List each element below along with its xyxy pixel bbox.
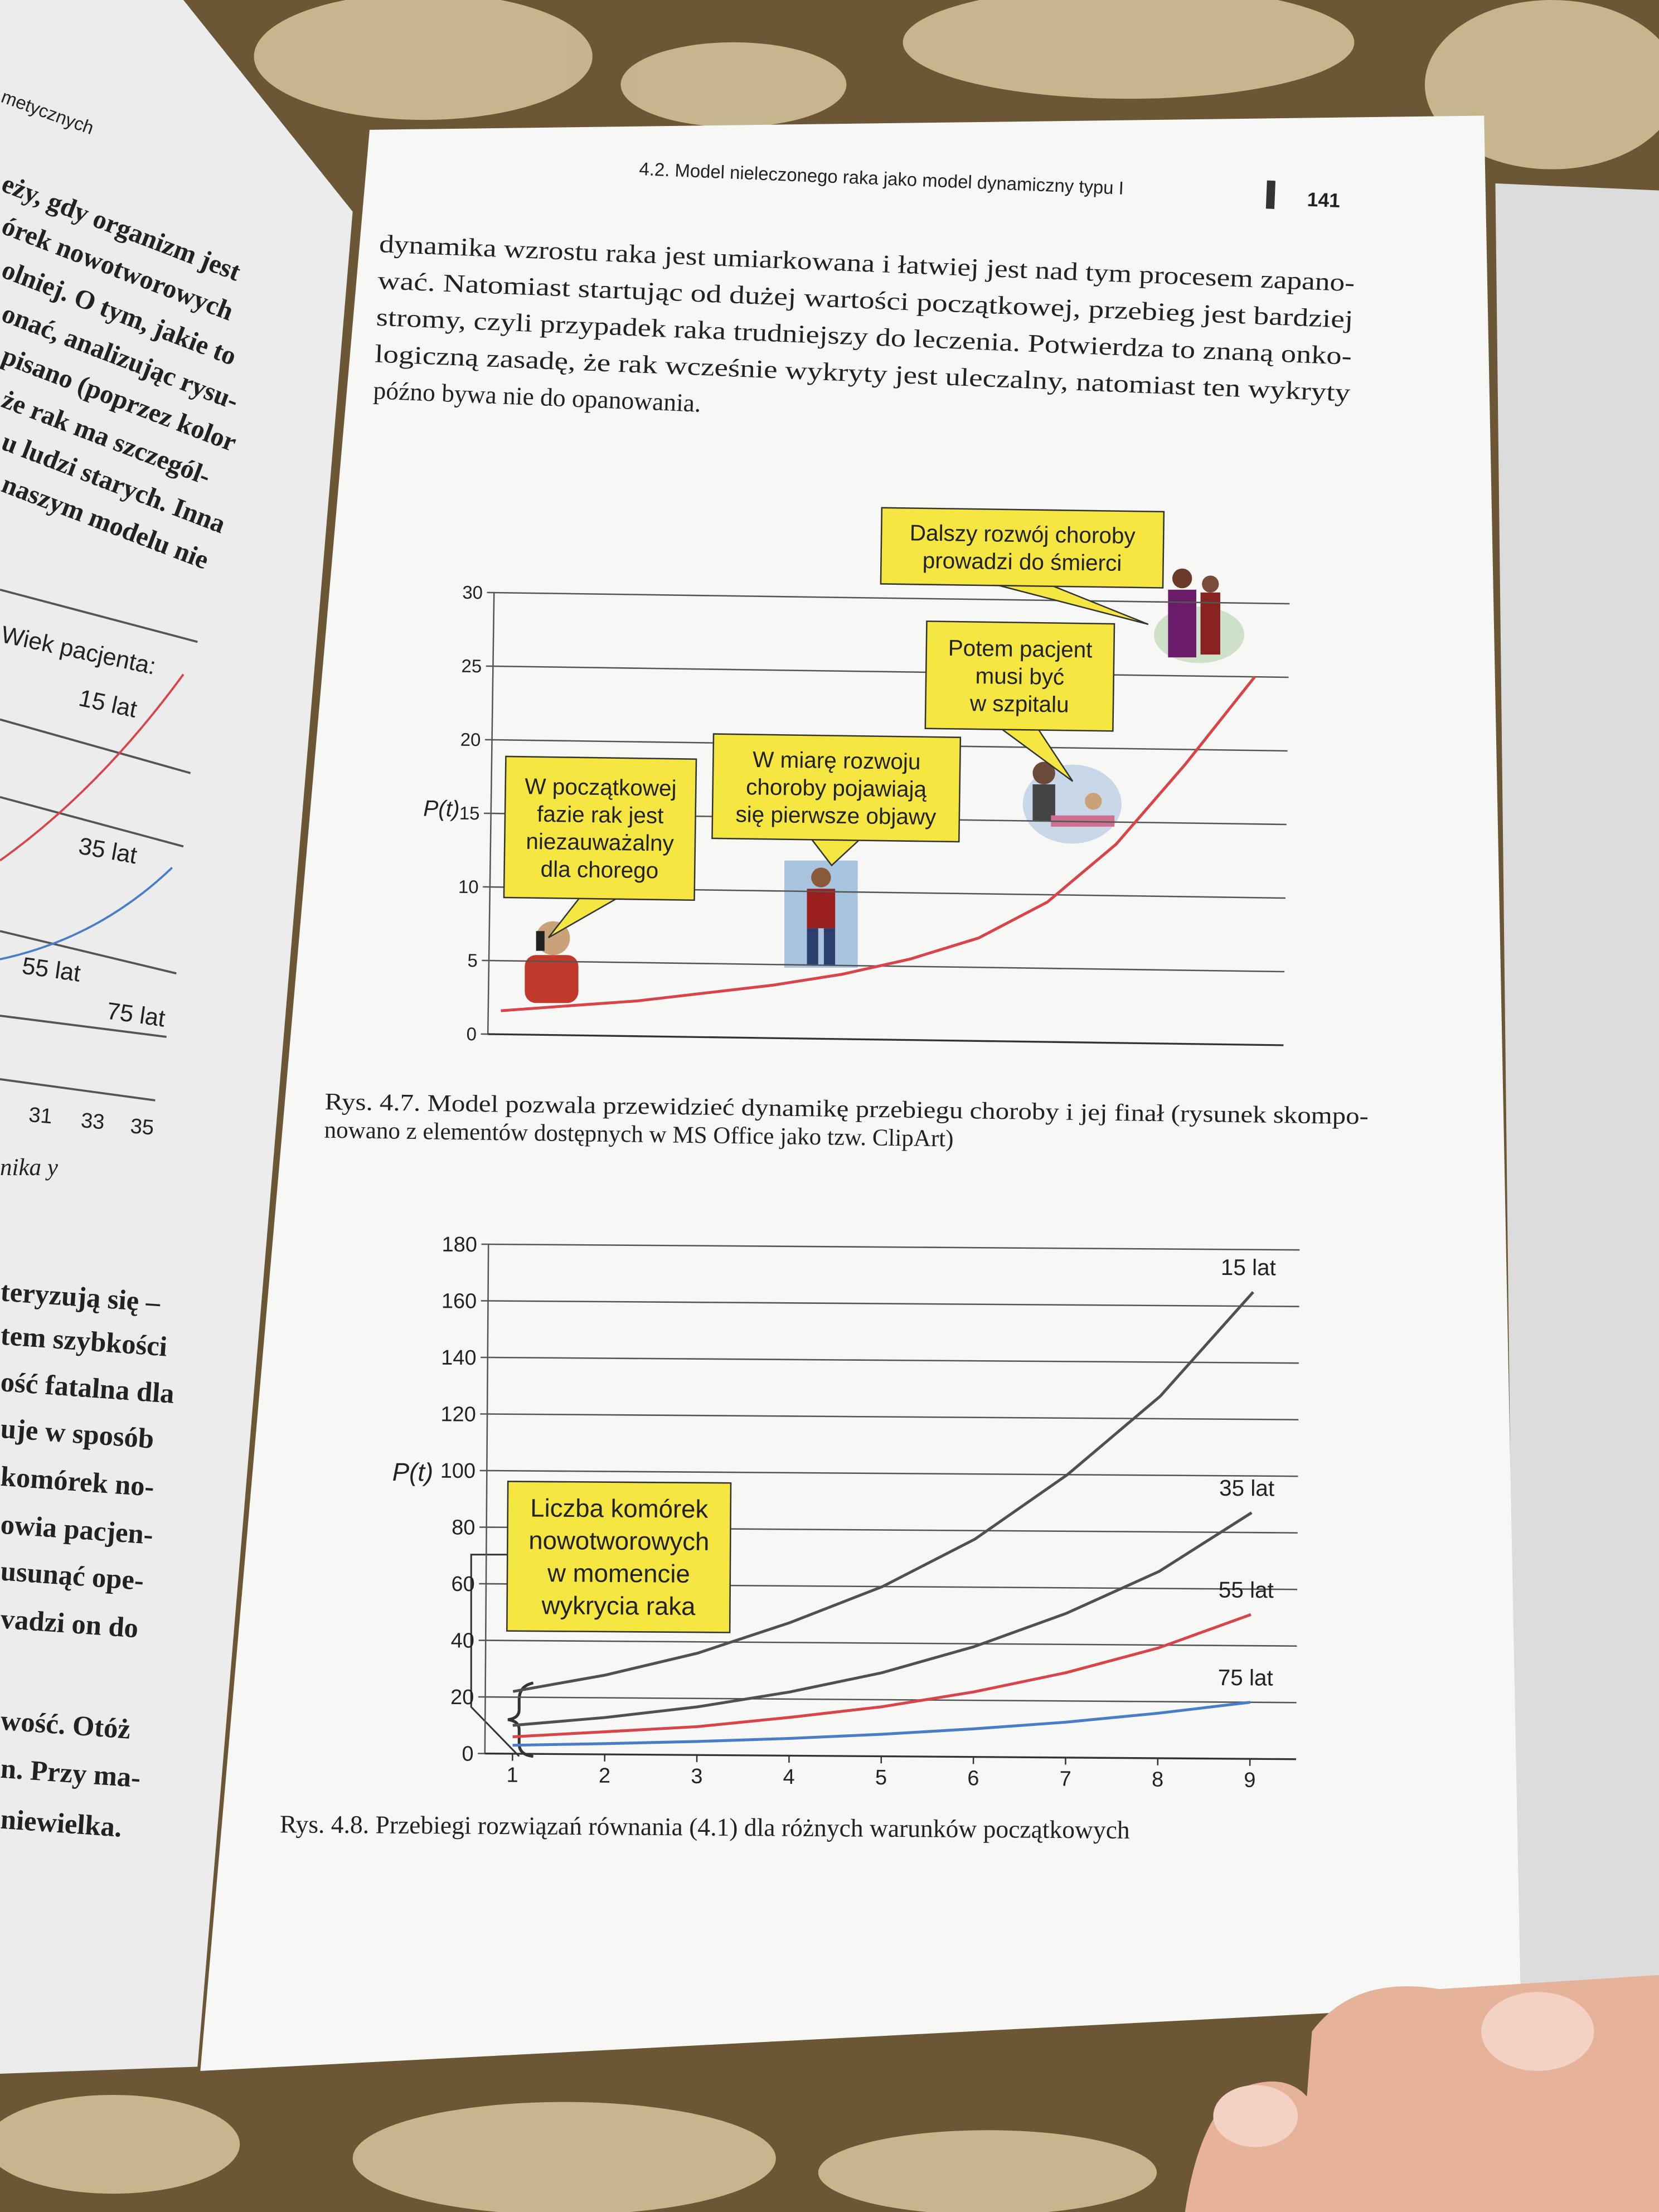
data-line <box>501 676 1256 1012</box>
x-axis <box>488 1033 1284 1046</box>
y-tick-label: 25 <box>461 656 482 677</box>
y-axis-label: P(t) <box>423 795 460 822</box>
y-tick-label: 100 <box>440 1459 476 1483</box>
left-axis-label: nika y <box>0 1154 59 1181</box>
callout-box <box>503 755 697 901</box>
callout-text: w szpitalu <box>969 690 1069 717</box>
x-tick-label: 8 <box>1152 1768 1163 1792</box>
series-label: 15 lat <box>1221 1254 1276 1280</box>
callout-text: prowadzi do śmierci <box>922 547 1122 576</box>
grid-line <box>488 1243 1300 1251</box>
grid-line <box>494 591 1290 605</box>
x-tick-label: 1 <box>506 1763 518 1787</box>
y-tick-label: 120 <box>440 1403 476 1426</box>
x-tick-label: 9 <box>1244 1769 1255 1792</box>
x-tick-label: 2 <box>599 1764 610 1788</box>
x-tick-label: 3 <box>691 1765 702 1788</box>
left-axis-tick: 35 <box>129 1114 155 1140</box>
y-axis <box>487 593 495 1035</box>
grid-line <box>487 1356 1299 1364</box>
callout-text: fazie rak jest <box>537 801 664 828</box>
grid-line <box>487 1469 1298 1477</box>
y-tick-label: 30 <box>462 582 483 603</box>
fingers <box>1185 1975 1659 2212</box>
y-tick-label: 80 <box>452 1516 475 1539</box>
annotation-brace <box>507 1681 534 1758</box>
callout-text: Dalszy rozwój choroby <box>910 520 1136 549</box>
y-tick-label: 20 <box>450 1686 474 1709</box>
x-tick-label: 7 <box>1060 1767 1071 1791</box>
x-tick-label: 5 <box>875 1766 887 1789</box>
callout-text: się pierwsze objawy <box>735 801 937 830</box>
grid-line <box>489 959 1285 973</box>
y-tick-label: 180 <box>442 1233 477 1257</box>
callout-text: choroby pojawiają <box>746 774 927 802</box>
figure-caption: Rys. 4.8. Przebiegi rozwiązań równania (… <box>280 1810 1130 1844</box>
clipart-man <box>784 860 858 968</box>
x-tick-label: 6 <box>967 1767 979 1790</box>
callout-box <box>880 507 1165 589</box>
grid-line <box>493 665 1289 678</box>
page-number: 141 <box>1307 188 1341 212</box>
data-line <box>512 1613 1251 1739</box>
callout-box <box>924 620 1115 732</box>
y-tick-label: 160 <box>442 1289 477 1313</box>
data-line <box>512 1291 1254 1693</box>
y-tick-label: 0 <box>462 1743 473 1766</box>
grid-line <box>487 1413 1299 1420</box>
callout-box <box>711 733 962 843</box>
y-tick-label: 140 <box>441 1346 477 1370</box>
page-edge <box>1495 183 1659 2004</box>
grid-line <box>486 1639 1297 1647</box>
left-axis-tick: 31 <box>28 1103 54 1129</box>
left-axis-tick: 33 <box>80 1109 105 1134</box>
y-tick-label: 60 <box>451 1573 474 1596</box>
callout-text: Liczba komórek <box>530 1493 709 1523</box>
callout-text: wykrycia raka <box>541 1591 696 1621</box>
callout-box <box>506 1481 732 1633</box>
callout-text: W miarę rozwoju <box>753 746 921 774</box>
y-tick-label: 15 <box>459 803 480 824</box>
grid-line <box>485 1696 1297 1704</box>
series-label: 35 lat <box>1219 1475 1274 1501</box>
series-label: 75 lat <box>1218 1665 1273 1691</box>
annotation-connector <box>470 1554 520 1757</box>
y-tick-label: 20 <box>460 729 481 750</box>
chart: 0 20 40 60 80 100 120 140 160 180 1 2 3 4 5 6 7 8 9 P(t) 15 … <box>280 1233 1300 1844</box>
left-page <box>0 0 353 2074</box>
y-tick-label: 0 <box>466 1023 477 1044</box>
y-tick-label: 5 <box>467 950 478 971</box>
x-axis <box>484 1752 1296 1760</box>
callout-text: W początkowej <box>525 773 677 801</box>
y-tick-label: 10 <box>458 876 479 898</box>
y-axis-label: P(t) <box>392 1458 434 1487</box>
left-figure-fragment <box>0 588 198 1102</box>
y-tick-label: 40 <box>451 1629 474 1652</box>
callout-text: musi być <box>975 663 1064 690</box>
series-label: 55 lat <box>1219 1577 1274 1603</box>
grid-line <box>488 1300 1299 1307</box>
callout-text: Potem pacjent <box>948 635 1092 663</box>
x-tick-label: 4 <box>783 1765 794 1789</box>
callout-text: niezauważalny <box>526 828 675 856</box>
callout-text: w momencie <box>547 1559 690 1588</box>
callout-text: nowotworowych <box>528 1526 709 1556</box>
y-axis <box>484 1244 489 1754</box>
data-line <box>512 1701 1251 1747</box>
callout-text: dla chorego <box>540 856 658 884</box>
data-line <box>512 1511 1253 1727</box>
header-bar <box>1265 180 1275 209</box>
